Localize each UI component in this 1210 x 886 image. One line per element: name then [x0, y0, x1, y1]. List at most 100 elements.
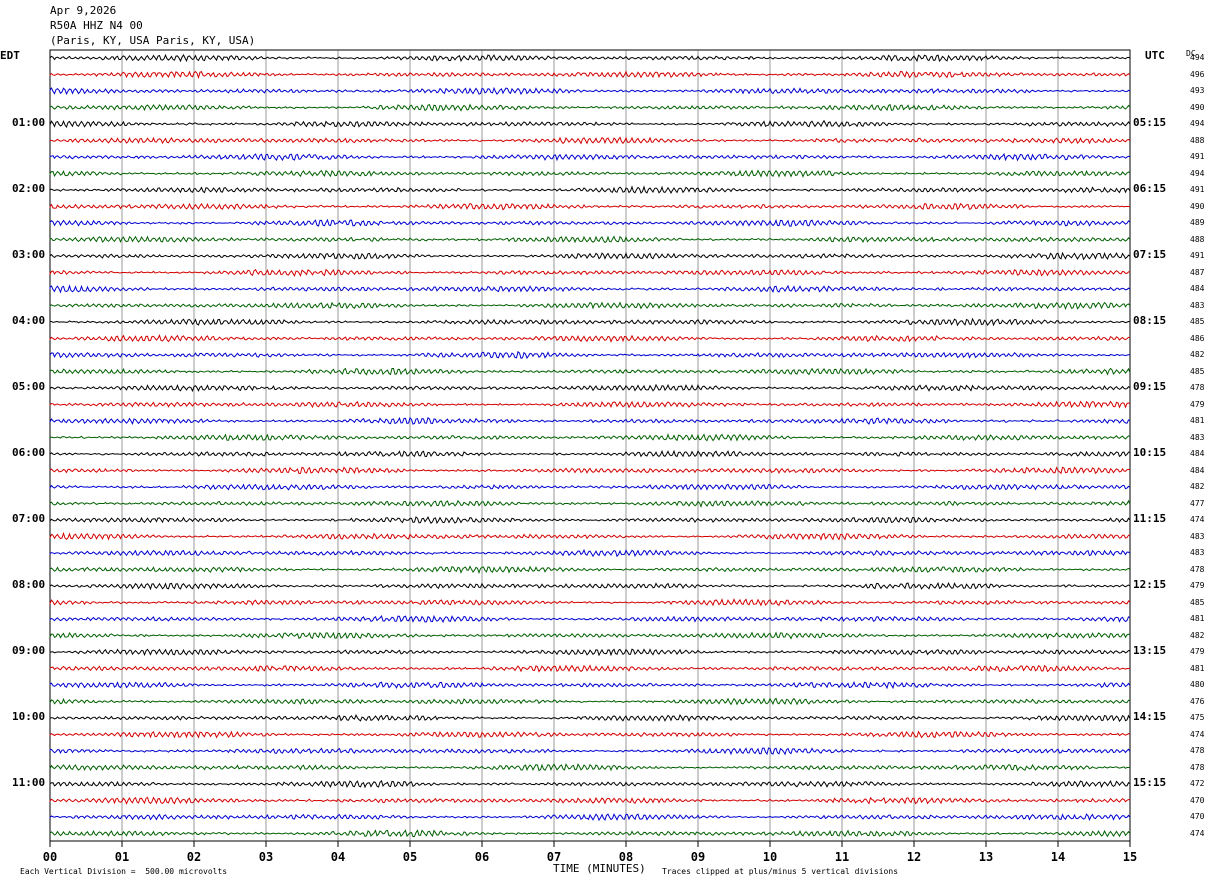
trace-row	[49, 103, 1131, 112]
trace-row	[49, 466, 1131, 475]
trace-row	[49, 531, 1131, 542]
dc-value: 478	[1190, 564, 1205, 574]
trace-row	[49, 697, 1131, 706]
right-hour-label: 08:15	[1133, 314, 1167, 327]
left-hour-label: 08:00	[12, 578, 46, 591]
dc-value: 484	[1190, 465, 1205, 475]
trace-row	[49, 763, 1131, 772]
trace-row	[49, 334, 1131, 343]
trace-row	[49, 730, 1131, 739]
dc-value: 479	[1190, 399, 1205, 409]
trace-row	[49, 268, 1131, 278]
dc-value: 485	[1190, 597, 1205, 607]
trace-row	[49, 581, 1131, 591]
left-hour-label: 11:00	[12, 776, 46, 789]
dc-value: 491	[1190, 251, 1205, 260]
dc-value: 479	[1190, 581, 1205, 590]
left-hour-label: 05:00	[12, 380, 46, 393]
left-timezone-label: EDT	[0, 49, 20, 62]
trace-row	[49, 631, 1131, 640]
dc-value: 494	[1190, 53, 1205, 62]
dc-value: 483	[1190, 548, 1205, 557]
dc-value: 478	[1190, 762, 1205, 772]
x-tick-label: 14	[1051, 850, 1065, 864]
trace-row	[49, 70, 1131, 80]
trace-row	[49, 202, 1131, 211]
dc-value: 491	[1190, 185, 1205, 194]
right-hour-label: 15:15	[1133, 776, 1167, 789]
right-hour-label: 12:15	[1133, 578, 1167, 591]
left-hour-label: 07:00	[12, 512, 46, 525]
dc-value: 481	[1190, 416, 1205, 425]
trace-row	[49, 218, 1131, 227]
trace-row	[49, 416, 1131, 425]
right-hour-label: 10:15	[1133, 446, 1167, 459]
left-hour-label: 06:00	[12, 446, 46, 459]
dc-value: 475	[1190, 713, 1205, 722]
location-label: (Paris, KY, USA Paris, KY, USA)	[50, 34, 256, 47]
x-tick-label: 11	[835, 850, 849, 864]
left-hour-label: 09:00	[12, 644, 46, 657]
trace-row	[49, 400, 1131, 409]
dc-value: 482	[1190, 482, 1205, 491]
x-axis-ticks: 00 01 02 03 04 05 06 07 08 09 10 11 12 13 14 15	[43, 841, 1137, 864]
x-tick-label: 07	[547, 850, 561, 864]
trace-row	[49, 813, 1131, 822]
dc-value: 486	[1190, 333, 1205, 343]
x-tick-label: 15	[1123, 850, 1137, 864]
dc-value: 478	[1190, 746, 1205, 755]
right-timezone-label: UTC	[1145, 49, 1165, 62]
trace-row	[49, 284, 1131, 294]
trace-row	[49, 301, 1131, 311]
dc-value: 482	[1190, 630, 1205, 640]
dc-value: 488	[1190, 234, 1205, 244]
trace-row	[49, 780, 1131, 789]
dc-value: 496	[1190, 69, 1205, 79]
trace-row	[49, 648, 1131, 657]
dc-value: 494	[1190, 168, 1205, 178]
right-hour-label: 06:15	[1133, 182, 1167, 195]
trace-row	[49, 185, 1131, 194]
trace-row	[49, 796, 1131, 805]
dc-value: 483	[1190, 300, 1205, 310]
right-hour-label: 14:15	[1133, 710, 1167, 723]
left-hour-label: 02:00	[12, 182, 46, 195]
dc-value: 483	[1190, 531, 1205, 541]
dc-value: 484	[1190, 284, 1205, 293]
right-hour-label: 07:15	[1133, 248, 1167, 261]
trace-row	[49, 614, 1131, 624]
left-hour-label: 10:00	[12, 710, 46, 723]
x-tick-label: 04	[331, 850, 345, 864]
date-label: Apr 9,2026	[50, 4, 117, 17]
trace-row	[49, 119, 1131, 129]
dc-value: 489	[1190, 218, 1205, 227]
trace-row	[49, 251, 1131, 261]
dc-value: 481	[1190, 663, 1205, 673]
x-tick-label: 02	[187, 850, 201, 864]
trace-row	[49, 664, 1131, 673]
trace-row	[49, 829, 1131, 838]
dc-value: 474	[1190, 729, 1205, 739]
dc-value: 488	[1190, 135, 1205, 145]
trace-row	[49, 449, 1131, 458]
x-tick-label: 12	[907, 850, 921, 864]
x-tick-label: 00	[43, 850, 57, 864]
time-grid	[49, 49, 1131, 842]
station-label: R50A HHZ N4 00	[50, 19, 143, 32]
dc-value: 491	[1190, 152, 1205, 161]
trace-row	[49, 235, 1131, 244]
trace-row	[49, 681, 1131, 690]
dc-value: 470	[1190, 812, 1205, 821]
dc-value: 474	[1190, 828, 1205, 838]
left-hour-label: 03:00	[12, 248, 46, 261]
x-tick-label: 03	[259, 850, 273, 864]
trace-row	[49, 433, 1131, 442]
dc-value: 483	[1190, 432, 1205, 442]
trace-row	[49, 152, 1131, 162]
trace-row	[49, 598, 1131, 607]
dc-value: 487	[1190, 267, 1205, 277]
x-tick-label: 01	[115, 850, 129, 864]
trace-row	[49, 499, 1131, 508]
x-tick-label: 05	[403, 850, 417, 864]
